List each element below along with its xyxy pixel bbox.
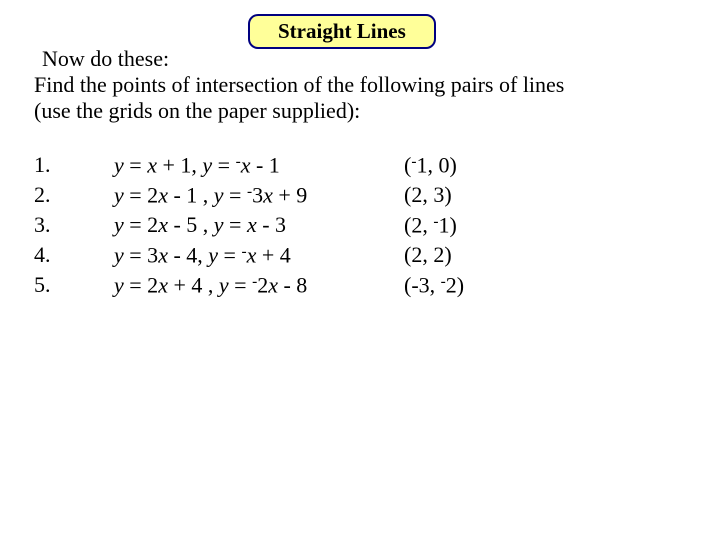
page-title-badge: Straight Lines	[248, 14, 436, 49]
problem-number: 4.	[34, 240, 114, 270]
intro-line-1: Now do these:	[42, 46, 690, 72]
problem-row: 2. y = 2x - 1 , y = -3x + 9 (2, 3)	[34, 180, 690, 210]
problem-answer: (-3, -2)	[404, 270, 524, 300]
problem-answer: (2, 3)	[404, 180, 524, 210]
problem-row: 3. y = 2x - 5 , y = x - 3 (2, -1)	[34, 210, 690, 240]
problem-number: 5.	[34, 270, 114, 300]
problem-row: 1. y = x + 1, y = -x - 1 (-1, 0)	[34, 150, 690, 180]
problem-answer: (2, 2)	[404, 240, 524, 270]
problem-row: 5. y = 2x + 4 , y = -2x - 8 (-3, -2)	[34, 270, 690, 300]
problem-answer: (-1, 0)	[404, 150, 524, 180]
intro-line-3: (use the grids on the paper supplied):	[34, 98, 690, 124]
problem-equations: y = x + 1, y = -x - 1	[114, 150, 404, 180]
problem-equations: y = 2x + 4 , y = -2x - 8	[114, 270, 404, 300]
problem-number: 3.	[34, 210, 114, 240]
problem-equations: y = 3x - 4, y = -x + 4	[114, 240, 404, 270]
problem-equations: y = 2x - 1 , y = -3x + 9	[114, 180, 404, 210]
problems-list: 1. y = x + 1, y = -x - 1 (-1, 0) 2. y = …	[34, 150, 690, 300]
problem-answer: (2, -1)	[404, 210, 524, 240]
problem-equations: y = 2x - 5 , y = x - 3	[114, 210, 404, 240]
problem-number: 2.	[34, 180, 114, 210]
problem-number: 1.	[34, 150, 114, 180]
problem-row: 4. y = 3x - 4, y = -x + 4 (2, 2)	[34, 240, 690, 270]
intro-line-2: Find the points of intersection of the f…	[34, 72, 690, 98]
